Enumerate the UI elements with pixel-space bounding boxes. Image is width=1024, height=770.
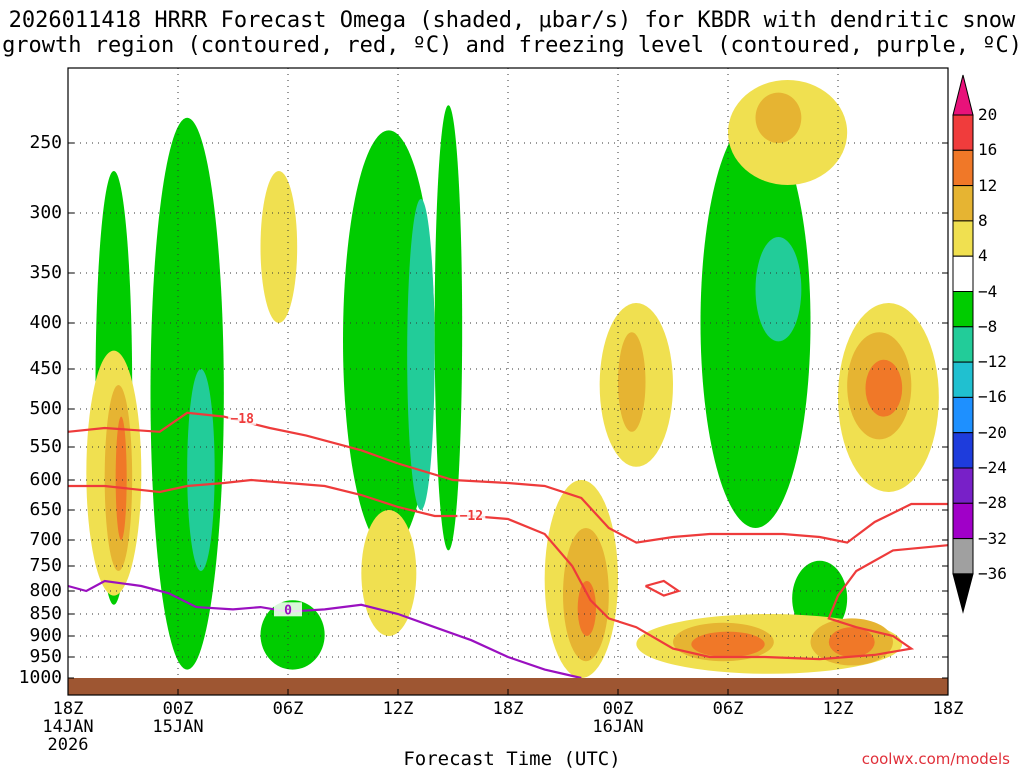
x-axis-title: Forecast Time (UTC) — [403, 748, 621, 770]
x-tick-sub1-6: 15JAN — [152, 717, 204, 737]
colorbar-label-7: −12 — [978, 352, 1007, 372]
x-tick-sub1-0: 14JAN — [42, 717, 94, 737]
colorbar-bin-3 — [952, 185, 974, 222]
y-tick-label-950: 950 — [29, 646, 62, 667]
omega-region-13 — [260, 171, 298, 323]
y-tick-label-600: 600 — [29, 469, 62, 490]
x-tick-label-36: 06Z — [712, 699, 744, 719]
colorbar-label-4: 4 — [978, 246, 988, 266]
x-tick-label-6: 00Z — [162, 699, 194, 719]
colorbar-bin-7 — [952, 326, 974, 363]
x-tick-label-18: 12Z — [382, 699, 414, 719]
omega-region-7 — [700, 117, 811, 528]
colorbar-label-6: −8 — [978, 316, 998, 336]
y-tick-label-300: 300 — [29, 202, 62, 223]
colorbar-bin-1 — [952, 114, 974, 151]
y-tick-label-700: 700 — [29, 529, 62, 550]
omega-region-19 — [618, 332, 646, 432]
colorbar-top-triangle — [952, 74, 974, 116]
colorbar-label-1: 16 — [978, 140, 998, 160]
colorbar-label-2: 12 — [978, 175, 998, 195]
y-tick-label-250: 250 — [29, 132, 62, 153]
y-tick-label-500: 500 — [29, 398, 62, 419]
dendritic-contour-label-0: −18 — [230, 412, 254, 427]
x-tick-label-24: 18Z — [492, 699, 524, 719]
y-tick-label-750: 750 — [29, 555, 62, 576]
colorbar-bottom-triangle — [952, 573, 974, 614]
x-tick-label-0: 18Z — [52, 699, 84, 719]
x-tick-sub1-30: 16JAN — [592, 717, 644, 737]
dendritic-contour-0 — [67, 411, 948, 544]
freezing-label-bg-0 — [274, 602, 302, 617]
y-tick-label-400: 400 — [29, 312, 62, 333]
x-tick-label-12: 06Z — [272, 699, 304, 719]
omega-region-6 — [434, 105, 463, 551]
omega-region-12 — [115, 416, 127, 540]
colorbar-bin-13 — [952, 538, 974, 575]
omega-region-17 — [577, 581, 596, 636]
colorbar-label-11: −28 — [978, 493, 1007, 513]
dendritic-label-bg-0 — [228, 410, 257, 425]
colorbar-label-0: 20 — [978, 105, 998, 124]
omega-region-29 — [755, 92, 802, 143]
omega-region-1 — [150, 117, 224, 670]
omega-region-5 — [407, 199, 435, 510]
y-tick-label-550: 550 — [29, 436, 62, 457]
y-tick-label-1000: 1000 — [18, 667, 62, 688]
omega-region-8 — [755, 237, 802, 342]
colorbar-label-10: −24 — [978, 458, 1007, 477]
y-tick-label-850: 850 — [29, 603, 62, 624]
y-tick-label-650: 650 — [29, 499, 62, 520]
chart-title-line-2: growth region (contoured, red, ºC) and f… — [2, 33, 1022, 58]
colorbar-label-3: 8 — [978, 210, 988, 230]
colorbar-label-12: −32 — [978, 528, 1007, 548]
colorbar-bin-5 — [952, 255, 974, 293]
dendritic-label-bg-1 — [457, 508, 486, 522]
dendritic-contour-2 — [644, 579, 682, 597]
omega-region-3 — [260, 600, 325, 670]
colorbar-label-8: −16 — [978, 387, 1007, 407]
freezing-contour-label-0: 0 — [284, 603, 292, 618]
colorbar-label-9: −20 — [978, 422, 1007, 442]
colorbar-bin-12 — [952, 502, 974, 540]
colorbar-label-5: −4 — [978, 281, 998, 301]
omega-region-27 — [865, 359, 903, 417]
colorbar-bin-4 — [952, 220, 974, 257]
x-tick-label-30: 00Z — [602, 699, 634, 719]
colorbar-bin-9 — [952, 396, 974, 434]
y-tick-label-450: 450 — [29, 358, 62, 379]
y-tick-label-900: 900 — [29, 625, 62, 646]
y-tick-label-800: 800 — [29, 580, 62, 601]
dendritic-contour-label-1: −12 — [460, 509, 483, 524]
colorbar-bin-6 — [952, 291, 974, 328]
y-tick-label-350: 350 — [29, 262, 62, 283]
colorbar-bin-10 — [952, 432, 974, 469]
x-tick-sub2-0: 2026 — [47, 735, 89, 755]
dendritic-contour-1 — [68, 478, 949, 661]
x-tick-label-48: 18Z — [932, 699, 964, 719]
chart-title-line-1: 2026011418 HRRR Forecast Omega (shaded, … — [8, 8, 1016, 33]
colorbar-bin-8 — [952, 361, 974, 398]
x-tick-label-42: 12Z — [822, 699, 854, 719]
omega-region-2 — [187, 369, 215, 571]
colorbar-bin-2 — [952, 149, 974, 187]
colorbar-bin-11 — [952, 467, 974, 504]
omega-region-24 — [828, 627, 875, 657]
colorbar-label-13: −36 — [978, 563, 1007, 583]
credit-link[interactable]: coolwx.com/models — [861, 750, 1010, 768]
omega-region-14 — [361, 510, 417, 636]
